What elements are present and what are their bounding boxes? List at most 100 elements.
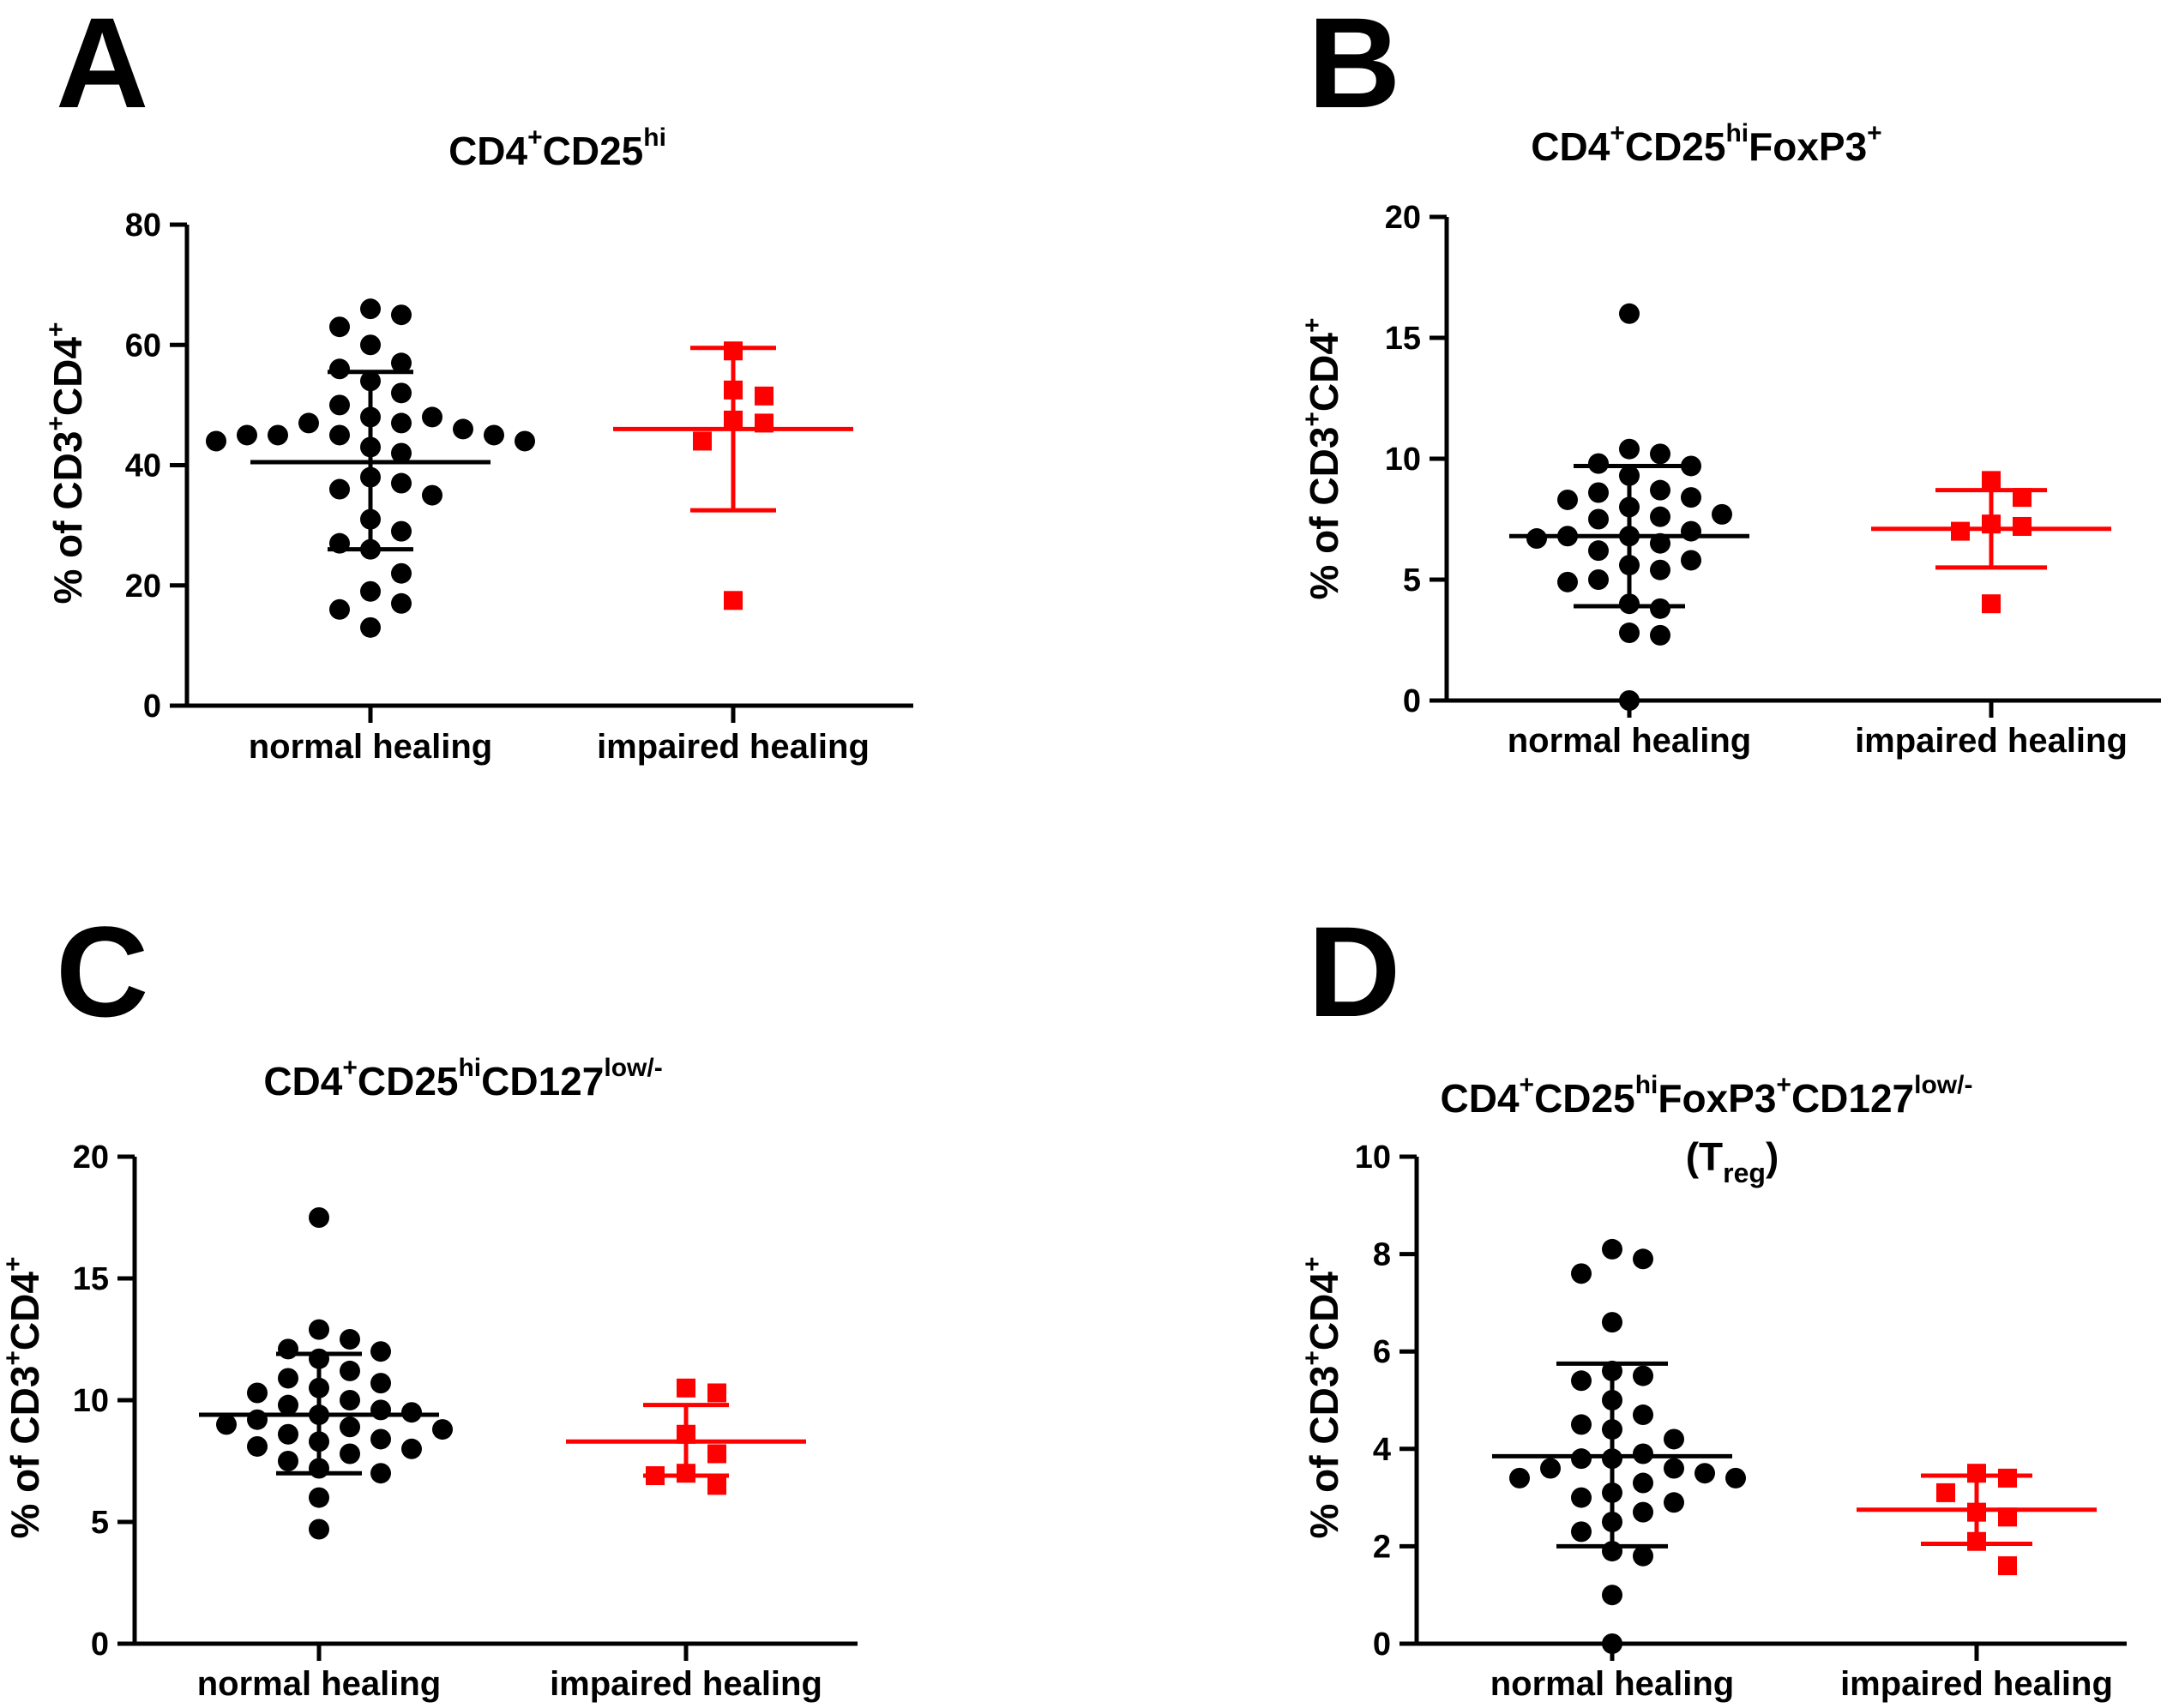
x-category-label: impaired healing	[550, 1665, 822, 1703]
data-point	[329, 478, 350, 500]
y-axis-label: % of CD3+CD4+	[1298, 318, 1346, 600]
y-tick-label: 15	[73, 1261, 109, 1297]
data-point	[391, 562, 412, 584]
series-normal-healing	[1509, 303, 1749, 711]
data-point	[707, 1476, 726, 1495]
panel-c: C CD4+CD25hiCD127low/- % of CD3+CD4+ 0 5 10 15…	[0, 899, 858, 1703]
data-point	[1650, 559, 1670, 580]
data-point	[1588, 540, 1609, 562]
data-point	[1681, 455, 1701, 477]
x-category-label: normal healing	[249, 728, 493, 766]
data-point	[1633, 1248, 1653, 1270]
data-point	[1619, 438, 1640, 460]
chart-title: CD4+CD25hiCD127low/-	[263, 1054, 662, 1104]
data-point	[1998, 1556, 2017, 1576]
data-point	[370, 1399, 391, 1421]
y-tick-label: 5	[91, 1505, 109, 1541]
data-point	[2013, 488, 2032, 508]
y-tick-label: 10	[1355, 1140, 1391, 1176]
data-point	[1619, 303, 1640, 324]
data-point	[1650, 624, 1670, 646]
data-point	[329, 424, 350, 446]
data-point	[1712, 503, 1732, 525]
data-point	[340, 1360, 360, 1381]
data-point	[422, 406, 442, 428]
data-point	[1633, 1472, 1653, 1494]
data-point	[1664, 1428, 1684, 1450]
data-point	[278, 1423, 298, 1445]
series-impaired-healing	[1857, 1464, 2097, 1576]
data-point	[340, 1390, 360, 1410]
data-point	[1650, 598, 1670, 619]
panel-d: D CD4+CD25hiFoxP3+CD127low/- (Treg) % of CD…	[1298, 899, 2127, 1703]
y-tick-label: 20	[73, 1140, 109, 1176]
data-point	[1694, 1463, 1715, 1484]
panel-a: A CD4+CD25hi % of CD3+CD4+ 0 20 40 60 80 normal …	[42, 0, 913, 766]
data-point	[340, 1329, 360, 1350]
data-point	[1571, 1487, 1592, 1508]
data-point	[1967, 1464, 1986, 1483]
y-tick-label: 2	[1373, 1529, 1391, 1565]
y-tick-label: 6	[1373, 1334, 1391, 1370]
y-tick-label: 15	[1385, 321, 1421, 357]
data-point	[1602, 1585, 1622, 1606]
y-tick-label: 20	[1385, 200, 1421, 236]
data-point	[309, 1487, 329, 1508]
data-point	[1681, 550, 1701, 571]
y-tick-label: 4	[1373, 1432, 1391, 1468]
data-point	[724, 591, 743, 610]
data-point	[1633, 1365, 1653, 1386]
data-point	[1588, 482, 1609, 503]
data-point	[1982, 471, 2001, 490]
data-point	[370, 1341, 391, 1362]
data-point	[360, 334, 381, 356]
data-point	[707, 1444, 726, 1464]
data-point	[401, 1402, 422, 1423]
x-category-label: impaired healing	[1840, 1665, 2113, 1703]
data-point	[1650, 506, 1670, 527]
y-tick-label: 5	[1403, 562, 1421, 598]
data-point	[370, 1463, 391, 1484]
data-point	[216, 1414, 237, 1435]
series-normal-healing	[1492, 1238, 1746, 1654]
data-point	[707, 1383, 726, 1403]
data-point	[2013, 516, 2032, 536]
y-tick-label: 0	[143, 689, 161, 725]
data-point	[329, 316, 350, 338]
data-point	[1557, 489, 1578, 510]
data-point	[1998, 1507, 2017, 1527]
y-tick-label: 40	[125, 448, 161, 484]
y-axis-label: % of CD3+CD4+	[1298, 1257, 1346, 1539]
y-tick-label: 0	[1403, 683, 1421, 719]
y-tick-label: 80	[125, 207, 161, 244]
data-point	[298, 412, 319, 434]
data-point	[1664, 1458, 1684, 1479]
data-point	[1571, 1521, 1592, 1543]
data-point	[391, 442, 412, 464]
data-point	[677, 1378, 695, 1398]
y-axis-label: % of CD3+CD4+	[42, 322, 90, 604]
y-axis-label: % of CD3+CD4+	[0, 1257, 47, 1539]
data-point	[755, 386, 773, 406]
panel-letter: B	[1308, 0, 1400, 135]
data-point	[1725, 1467, 1746, 1488]
data-point	[515, 430, 535, 452]
data-point	[309, 1207, 329, 1228]
chart-title: CD4+CD25hiFoxP3+CD127low/-	[1441, 1071, 1973, 1121]
data-point	[370, 1373, 391, 1394]
chart-title-line2: (Treg)	[1686, 1134, 1779, 1188]
data-point	[309, 1519, 329, 1540]
data-point	[1633, 1501, 1653, 1523]
data-point	[432, 1419, 453, 1440]
data-point	[391, 412, 412, 434]
data-point	[453, 418, 473, 440]
panel-letter: A	[56, 0, 148, 135]
data-point	[1664, 1492, 1684, 1513]
y-tick-label: 0	[1373, 1627, 1391, 1663]
panel-b: B CD4+CD25hiFoxP3+ % of CD3+CD4+ 0 5 10 15 20 no…	[1298, 0, 2161, 760]
x-category-label: normal healing	[1490, 1665, 1735, 1703]
data-point	[268, 424, 288, 446]
data-point	[309, 1319, 329, 1340]
data-point	[247, 1409, 268, 1430]
data-point	[1633, 1545, 1653, 1567]
